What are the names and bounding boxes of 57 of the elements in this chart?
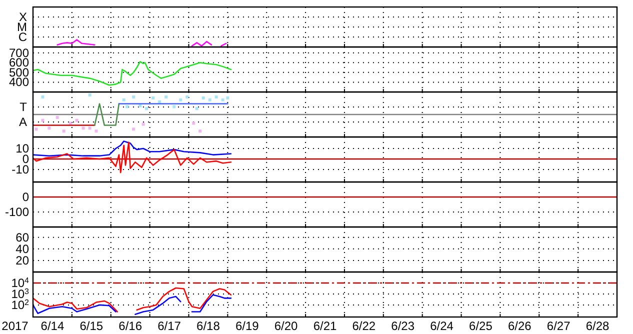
x-tick-label: 6/24 — [430, 319, 454, 333]
point — [186, 95, 189, 98]
text: T — [20, 100, 28, 114]
y-tick-label: 60 — [16, 230, 30, 244]
y-tick-label: 10$^{2}$ — [11, 297, 30, 312]
point — [145, 107, 148, 110]
y-tick-label: 40 — [16, 242, 30, 256]
point — [34, 128, 38, 131]
point — [164, 95, 168, 98]
x-tick-label: 6/28 — [586, 319, 610, 333]
x-tick-label: 6/25 — [469, 319, 493, 333]
x-tick-label: 6/16 — [118, 319, 142, 333]
point — [48, 126, 51, 130]
x-tick-label: 6/18 — [196, 319, 220, 333]
point — [202, 96, 205, 100]
point — [62, 130, 66, 133]
point — [214, 95, 218, 98]
point — [179, 98, 182, 102]
x-tick-label: 6/17 — [158, 319, 182, 333]
x-tick-label: 6/15 — [80, 319, 104, 333]
point — [132, 95, 136, 98]
point — [41, 118, 44, 122]
point — [88, 94, 92, 96]
x-tick-label: 6/27 — [546, 319, 571, 333]
x-tick-label: 6/14 — [40, 319, 64, 333]
point — [192, 122, 196, 125]
y-tick-label: 20 — [16, 253, 30, 268]
x-tick-label: 6/22 — [352, 319, 376, 333]
point — [82, 126, 85, 130]
point — [142, 122, 145, 126]
line-series — [33, 61, 232, 86]
x-tick-label: 6/20 — [274, 319, 298, 333]
point — [122, 98, 126, 102]
x-tick-label: 6/19 — [235, 319, 260, 333]
point — [172, 105, 176, 108]
point — [152, 96, 155, 100]
point — [75, 118, 78, 122]
point — [132, 128, 136, 131]
point — [41, 95, 44, 98]
point — [94, 130, 98, 133]
y-tick-label: -100 — [4, 205, 30, 219]
x-axis-title: 2017 — [2, 319, 29, 333]
point — [208, 98, 212, 102]
x-tick-label: 6/21 — [313, 319, 337, 333]
point — [56, 116, 59, 119]
point — [221, 98, 224, 102]
point — [126, 105, 129, 108]
point — [226, 96, 230, 100]
line-series — [33, 140, 232, 156]
line-series — [33, 142, 232, 174]
y-tick-label: 0 — [22, 190, 30, 204]
point — [195, 107, 198, 110]
point — [88, 126, 92, 130]
x-tick-label: 6/23 — [391, 319, 415, 333]
point — [198, 130, 202, 133]
text: A — [18, 115, 27, 129]
x-tick-label: 6/26 — [508, 319, 532, 333]
